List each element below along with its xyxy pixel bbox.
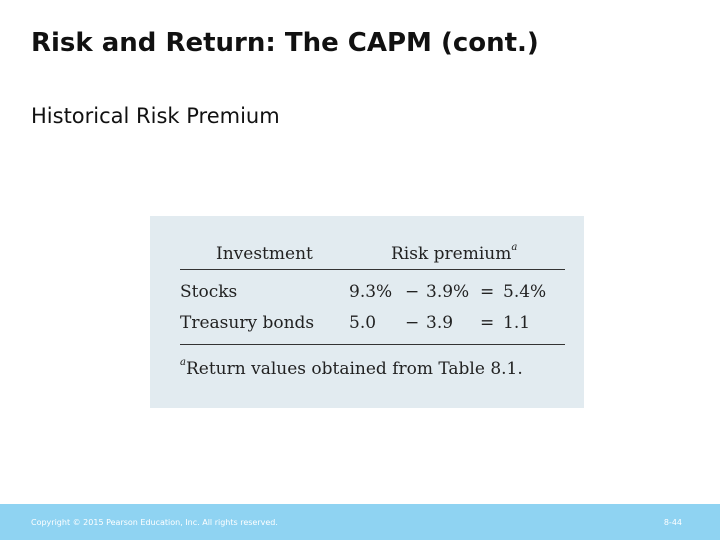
- table-footnote: aReturn values obtained from Table 8.1.: [180, 357, 523, 379]
- footnote-text: Return values obtained from Table 8.1.: [185, 359, 523, 379]
- row-stocks-minus: −: [405, 282, 420, 302]
- header-footnote-mark: a: [511, 242, 518, 253]
- footnote-mark: a: [180, 357, 186, 368]
- header-risk-premium: Risk premiuma: [391, 242, 518, 264]
- footer-bar: Copyright © 2015 Pearson Education, Inc.…: [0, 504, 720, 540]
- slide-subtitle: Historical Risk Premium: [31, 104, 280, 128]
- slide-title: Risk and Return: The CAPM (cont.): [31, 28, 539, 58]
- risk-premium-table: Investment Risk premiuma Stocks 9.3% − 3…: [150, 216, 584, 408]
- row-bonds-investment: Treasury bonds: [180, 313, 315, 333]
- bottom-rule: [180, 344, 565, 345]
- row-stocks-investment: Stocks: [180, 282, 238, 302]
- row-stocks-return: 9.3%: [349, 282, 393, 302]
- row-bonds-risk-free: 3.9: [426, 313, 454, 333]
- row-stocks-premium: 5.4%: [503, 282, 547, 302]
- row-stocks-equals: =: [480, 282, 495, 302]
- row-bonds-return: 5.0: [349, 313, 377, 333]
- header-investment: Investment: [216, 244, 313, 264]
- header-risk-premium-label: Risk premium: [391, 244, 512, 264]
- row-bonds-minus: −: [405, 313, 420, 333]
- row-bonds-premium: 1.1: [503, 313, 531, 333]
- page-number: 8-44: [663, 518, 682, 527]
- row-bonds-equals: =: [480, 313, 495, 333]
- row-stocks-risk-free: 3.9%: [426, 282, 470, 302]
- copyright-text: Copyright © 2015 Pearson Education, Inc.…: [31, 518, 278, 527]
- header-rule: [180, 269, 565, 270]
